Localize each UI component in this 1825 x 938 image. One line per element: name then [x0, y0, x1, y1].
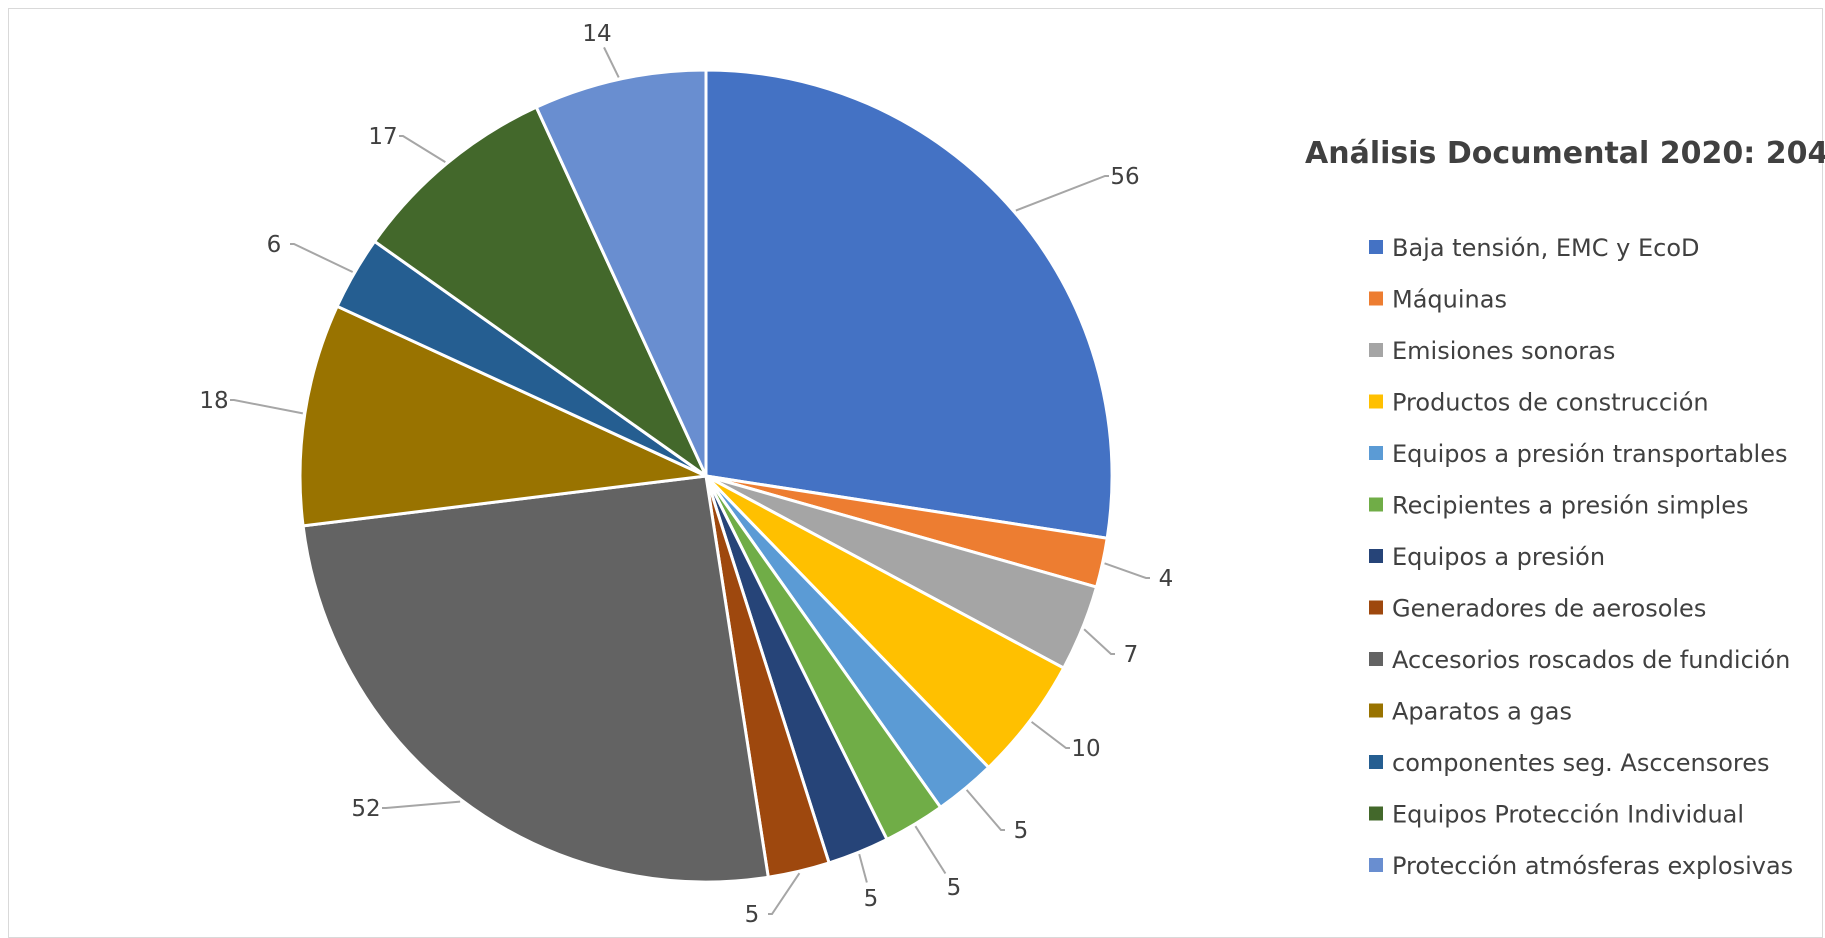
leader-line-accesorios-roscados-de-fundicion [382, 800, 461, 809]
legend-swatch [1369, 806, 1383, 821]
leader-line-aparatos-a-gas [230, 399, 304, 415]
legend-item-productos-de-construccion: Productos de construcción [1369, 389, 1709, 417]
pie-slice-proteccion-atmosferas-explosivas [534, 68, 708, 478]
legend: Baja tensión, EMC y EcoD Máquinas Emisione… [1369, 234, 1793, 880]
legend-item-maquinas: Máquinas [1369, 286, 1507, 314]
legend-item-aparatos-a-gas: Aparatos a gas [1369, 698, 1572, 726]
legend-label: Aparatos a gas [1392, 698, 1572, 726]
data-label-recipientes-a-presion-simples: 5 [947, 875, 962, 901]
leader-line-maquinas [1104, 562, 1150, 579]
legend-label: Productos de construcción [1392, 389, 1709, 417]
pie-slice-accesorios-roscados-de-fundicion [301, 474, 770, 884]
legend-label: Equipos Protección Individual [1392, 801, 1744, 829]
legend-label: Protección atmósferas explosivas [1392, 852, 1793, 880]
legend-item-recipientes-a-presion-simples: Recipientes a presión simples [1369, 492, 1749, 520]
leader-line-emisiones-sonoras [1083, 628, 1115, 655]
legend-label: Máquinas [1392, 286, 1507, 314]
legend-swatch [1369, 240, 1383, 254]
legend-swatch [1369, 446, 1383, 460]
data-label-baja-tension-emc-y-ecod: 56 [1110, 164, 1139, 190]
data-label-equipos-a-presion-transportables: 5 [1014, 818, 1029, 844]
legend-swatch [1369, 343, 1383, 357]
data-label-accesorios-roscados-de-fundicion: 52 [351, 796, 380, 822]
legend-label: Generadores de aerosoles [1392, 595, 1706, 623]
legend-item-equipos-a-presion: Equipos a presión [1369, 543, 1605, 571]
legend-label: Accesorios roscados de fundición [1392, 646, 1790, 674]
leader-line-proteccion-atmosferas-explosivas [603, 46, 620, 78]
legend-swatch [1369, 497, 1383, 512]
legend-item-componentes-seg-asccensores: componentes seg. Asccensores [1369, 749, 1770, 777]
legend-item-generadores-de-aerosoles: Generadores de aerosoles [1369, 595, 1706, 623]
data-label-aparatos-a-gas: 18 [199, 388, 228, 414]
legend-item-proteccion-atmosferas-explosivas: Protección atmósferas explosivas [1369, 852, 1793, 880]
legend-label: Equipos a presión [1392, 543, 1605, 571]
data-labels: 56 4 7 10 5 5 5 5 52 18 6 17 14 [199, 21, 1173, 928]
legend-item-emisiones-sonoras: Emisiones sonoras [1369, 337, 1615, 365]
legend-swatch [1369, 703, 1383, 718]
legend-label: Equipos a presión transportables [1392, 440, 1787, 468]
legend-label: Emisiones sonoras [1392, 337, 1615, 365]
data-label-equipos-a-presion: 5 [864, 886, 879, 912]
data-label-equipos-proteccion-individual: 17 [368, 124, 397, 150]
pie-slices [298, 68, 1114, 884]
legend-label: componentes seg. Asccensores [1392, 749, 1770, 777]
data-label-componentes-seg-asccensores: 6 [267, 232, 282, 258]
leader-line-baja-tension-emc-y-ecod [1015, 175, 1109, 212]
legend-swatch [1369, 549, 1383, 563]
chart-title: Análisis Documental 2020: 204 [1305, 136, 1825, 171]
legend-swatch [1369, 600, 1383, 615]
legend-swatch [1369, 858, 1383, 872]
leader-line-recipientes-a-presion-simples [914, 825, 947, 875]
pie-slice-equipos-proteccion-individual [373, 105, 708, 478]
legend-label: Baja tensión, EMC y EcoD [1392, 234, 1700, 262]
leader-line-componentes-seg-asccensores [290, 243, 354, 273]
legend-item-accesorios-roscados-de-fundicion: Accesorios roscados de fundición [1369, 646, 1790, 674]
pie-slice-aparatos-a-gas [298, 304, 708, 528]
leader-line-equipos-proteccion-individual [399, 135, 446, 163]
pie-slice-baja-tension-emc-y-ecod [704, 68, 1114, 540]
data-label-productos-de-construccion: 10 [1071, 736, 1100, 762]
legend-item-equipos-a-presion-transportables: Equipos a presión transportables [1369, 440, 1787, 468]
legend-swatch [1369, 755, 1383, 769]
leader-line-generadores-de-aerosoles [768, 872, 801, 915]
data-label-emisiones-sonoras: 7 [1124, 642, 1139, 668]
leader-lines [230, 46, 1150, 915]
leader-line-equipos-a-presion-transportables [965, 789, 1005, 831]
leader-line-equipos-a-presion [858, 853, 868, 883]
legend-swatch [1369, 291, 1383, 306]
data-label-maquinas: 4 [1159, 566, 1174, 592]
legend-swatch [1369, 652, 1383, 666]
leader-line-productos-de-construccion [1030, 721, 1070, 749]
legend-swatch [1369, 394, 1383, 409]
legend-item-equipos-proteccion-individual: Equipos Protección Individual [1369, 801, 1744, 829]
legend-item-baja-tension-emc-y-ecod: Baja tensión, EMC y EcoD [1369, 234, 1700, 262]
data-label-generadores-de-aerosoles: 5 [745, 902, 760, 928]
data-label-proteccion-atmosferas-explosivas: 14 [582, 21, 611, 47]
legend-label: Recipientes a presión simples [1392, 492, 1749, 520]
